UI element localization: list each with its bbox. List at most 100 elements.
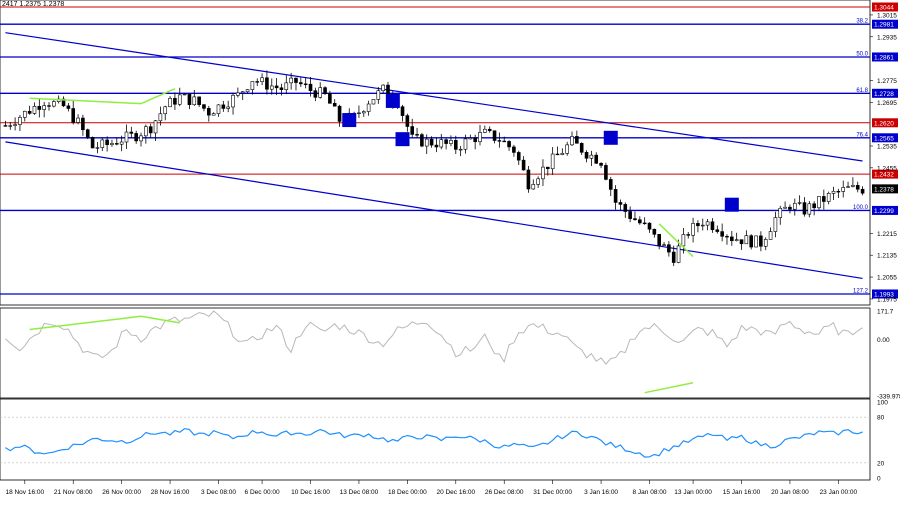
signal-marker[interactable]: [603, 130, 618, 145]
cci-tick-label-0.00: 0.00: [877, 337, 890, 344]
candle-body: [22, 110, 27, 118]
candle-body: [604, 165, 608, 180]
x-tick-label: 6 Dec 00:00: [245, 489, 280, 496]
candle-body: [492, 130, 497, 141]
candle-body: [613, 189, 618, 203]
candle-body: [676, 245, 681, 263]
candle-body: [700, 224, 705, 227]
candle-body: [129, 131, 134, 134]
candle-body: [749, 235, 753, 248]
candle-body: [444, 139, 448, 144]
candle-body: [376, 90, 381, 100]
signal-marker[interactable]: [724, 197, 739, 212]
candle-body: [13, 124, 17, 126]
rsi-tick-label-80: 80: [877, 415, 885, 422]
level-badge-text-1.1993: 1.1993: [874, 291, 894, 298]
candle-body: [516, 152, 521, 161]
candle-body: [497, 140, 502, 142]
candle-body: [860, 188, 865, 194]
candle-body: [76, 117, 80, 123]
rsi-tick-label-20: 20: [877, 460, 885, 467]
fib-label-61.8: 61.8: [856, 88, 868, 94]
price-divergence-line: [140, 87, 176, 105]
level-badge-1.1993: [872, 289, 898, 299]
candle-body: [371, 99, 376, 105]
candle-body: [463, 138, 468, 150]
candle-body: [148, 126, 153, 134]
candle-body: [855, 185, 860, 190]
candle-body: [182, 93, 187, 96]
candle-body: [299, 82, 303, 85]
candle-body: [822, 196, 826, 202]
candle-body: [260, 77, 264, 82]
candle-body: [32, 106, 37, 114]
level-badge-text-1.2620: 1.2620: [874, 120, 894, 127]
candle-body: [318, 87, 322, 98]
candle-body: [662, 244, 666, 246]
price-readout: 2417 1.2375 1.2378: [2, 1, 65, 8]
candle-body: [245, 89, 250, 93]
candle-body: [308, 83, 313, 92]
candle-body: [61, 98, 66, 107]
candle-body: [337, 105, 342, 122]
candle-body: [115, 143, 119, 145]
x-tick-label: 13 Jan 00:00: [674, 489, 712, 496]
candle-body: [18, 117, 22, 125]
candle-body: [473, 137, 477, 143]
x-tick-label: 13 Dec 08:00: [340, 489, 379, 496]
x-tick-label: 20 Dec 16:00: [436, 489, 475, 496]
candle-body: [163, 106, 168, 115]
candle-body: [424, 138, 429, 147]
y-tick-label-1.2055: 1.2055: [877, 275, 897, 282]
candle-body: [289, 77, 293, 84]
candle-body: [81, 117, 85, 131]
candle-body: [274, 85, 279, 89]
candle-body: [541, 166, 545, 180]
y-tick-label-1.2455: 1.2455: [877, 165, 897, 172]
candle-body: [836, 190, 841, 193]
candle-body: [439, 139, 444, 148]
candle-body: [173, 98, 177, 105]
candle-body: [95, 147, 100, 149]
channel-upper-line: [5, 32, 863, 162]
candle-body: [478, 132, 482, 143]
candle-body: [841, 187, 846, 192]
candle-body: [323, 87, 327, 94]
x-tick-label: 28 Nov 16:00: [151, 489, 190, 496]
fib-label-127.2: 127.2: [853, 288, 869, 294]
candle-body: [110, 143, 114, 145]
candle-body: [231, 94, 235, 108]
candle-body: [681, 234, 686, 247]
candle-body: [851, 185, 855, 187]
candle-body: [197, 96, 201, 105]
candle-body: [507, 141, 511, 148]
candle-body: [768, 231, 773, 240]
candle-body: [134, 133, 138, 142]
candle-body: [710, 221, 715, 231]
price-divergence-line: [658, 223, 694, 258]
candle-body: [255, 81, 260, 83]
cci-divergence-line: [29, 315, 142, 331]
fib-label-38.2: 38.2: [856, 19, 868, 25]
candle-body: [555, 153, 560, 156]
candle-body: [686, 234, 691, 236]
x-tick-label: 10 Dec 16:00: [291, 489, 330, 496]
signal-marker[interactable]: [395, 132, 410, 147]
level-badge-text-1.2728: 1.2728: [874, 91, 894, 98]
candle-body: [575, 136, 579, 144]
fib-label-50.0: 50.0: [856, 51, 868, 57]
candle-body: [153, 120, 158, 134]
candle-body: [502, 140, 507, 143]
candle-body: [3, 125, 8, 127]
candle-body: [652, 228, 657, 235]
signal-marker[interactable]: [342, 113, 357, 128]
candle-body: [536, 178, 540, 185]
candle-body: [453, 140, 458, 150]
signal-marker[interactable]: [385, 93, 400, 108]
candle-body: [531, 184, 536, 190]
candle-body: [647, 222, 652, 230]
x-tick-label: 3 Jan 16:00: [584, 489, 618, 496]
rsi-panel-frame: [0, 398, 871, 481]
